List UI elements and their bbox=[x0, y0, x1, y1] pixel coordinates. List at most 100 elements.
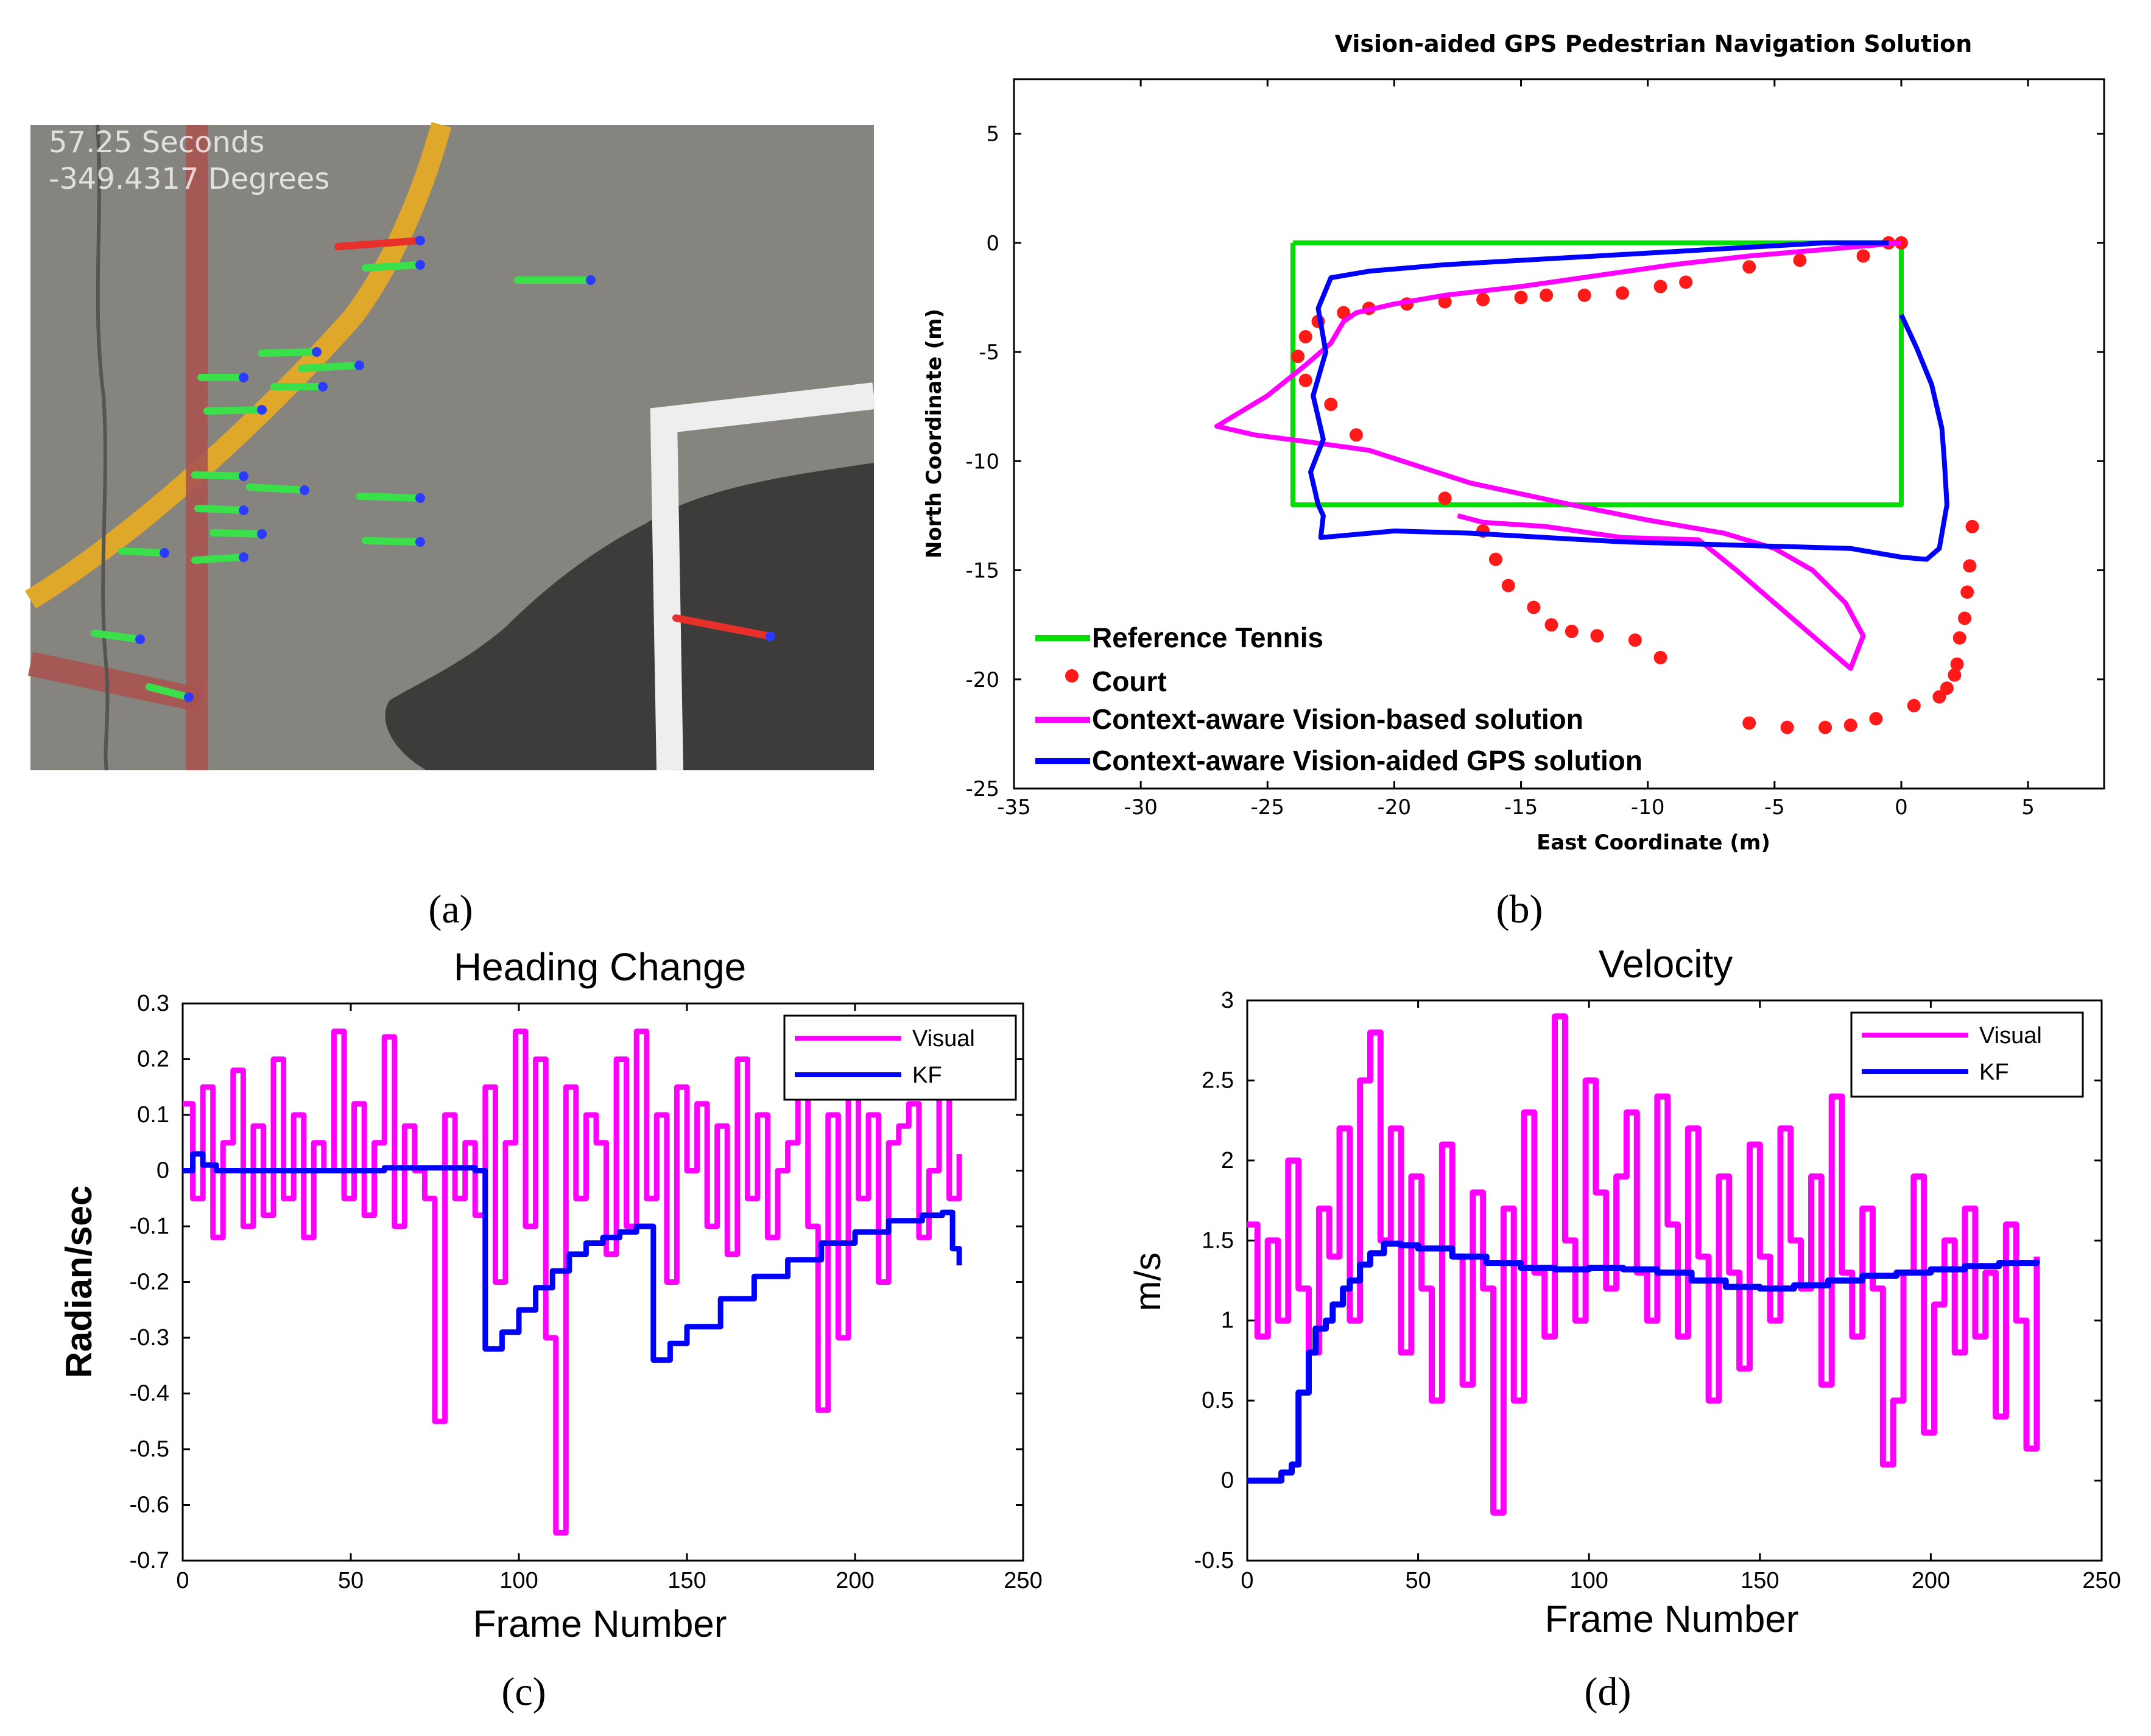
gps-point bbox=[1742, 716, 1756, 730]
x-tick-label: 250 bbox=[2082, 1568, 2121, 1594]
y-tick-label: 0 bbox=[157, 1158, 169, 1184]
feature-point bbox=[354, 360, 364, 370]
x-tick-label: 50 bbox=[338, 1568, 364, 1594]
chart-c-xlabel: Frame Number bbox=[473, 1603, 727, 1645]
x-tick-label: 100 bbox=[499, 1568, 538, 1594]
photo-panel: 57.25 Seconds -349.4317 Degrees bbox=[25, 122, 876, 771]
y-tick-label: 1.5 bbox=[1202, 1228, 1234, 1253]
x-tick-label: 50 bbox=[1405, 1568, 1431, 1594]
gps-point bbox=[1958, 611, 1972, 625]
y-tick-label: -0.2 bbox=[130, 1270, 169, 1295]
chart-b-plot-area bbox=[1013, 78, 2105, 790]
feature-track bbox=[362, 537, 424, 546]
gps-point bbox=[1616, 286, 1630, 300]
feature-point bbox=[135, 634, 145, 644]
x-tick-label: -5 bbox=[1764, 795, 1785, 820]
x-tick-label: -20 bbox=[1378, 795, 1412, 820]
feature-point bbox=[586, 275, 596, 285]
feature-track bbox=[672, 614, 774, 640]
gps-point bbox=[1679, 275, 1693, 289]
gps-point bbox=[1488, 552, 1502, 566]
feature-point bbox=[257, 529, 267, 539]
feature-point bbox=[257, 405, 267, 415]
x-tick-label: -10 bbox=[1631, 795, 1665, 820]
chart-c-legend-kf: KF bbox=[912, 1063, 942, 1088]
feature-track bbox=[258, 348, 320, 357]
chart-b-title: Vision-aided GPS Pedestrian Navigation S… bbox=[1335, 30, 1973, 57]
feature-point bbox=[766, 631, 775, 641]
overlay-time: 57.25 Seconds bbox=[49, 125, 264, 160]
gps-point bbox=[1514, 290, 1528, 304]
feature-track bbox=[246, 483, 308, 494]
gps-point bbox=[1298, 329, 1312, 343]
feature-track bbox=[118, 547, 168, 557]
gps-point bbox=[1349, 428, 1363, 442]
feature-point bbox=[300, 485, 309, 495]
feature-track bbox=[194, 505, 247, 514]
legend-court-label: Reference Tennis bbox=[1092, 622, 1323, 653]
chart-b-series bbox=[1214, 236, 1979, 734]
chart-d-xlabel: Frame Number bbox=[1545, 1598, 1799, 1640]
series-line-visual bbox=[183, 1028, 962, 1536]
heading-change-chart: Heading Change 0 50 100 150 200 2500.30.20.10… bbox=[58, 945, 1043, 1645]
gps-point bbox=[1540, 288, 1554, 302]
series-line-reference-tennis-court bbox=[1290, 240, 1904, 507]
chart-b-ylabel: North Coordinate (m) bbox=[922, 309, 946, 558]
gps-point bbox=[1653, 279, 1667, 293]
y-tick-label: 0.2 bbox=[137, 1047, 169, 1072]
x-tick-label: -15 bbox=[1504, 795, 1538, 820]
white-court-line bbox=[650, 382, 876, 771]
gps-point bbox=[1577, 288, 1591, 302]
legend-gps-label: Court bbox=[1092, 666, 1167, 697]
x-tick-label: 150 bbox=[667, 1568, 706, 1594]
chart-d-series bbox=[1247, 1013, 2040, 1516]
y-tick-label: -15 bbox=[965, 559, 999, 583]
gps-point bbox=[1590, 629, 1604, 643]
feature-track bbox=[191, 553, 247, 564]
gps-point bbox=[1856, 249, 1870, 263]
gps-point bbox=[1291, 350, 1305, 364]
feature-track bbox=[209, 529, 266, 538]
chart-c-ylabel: Radian/sec bbox=[58, 1186, 99, 1379]
gps-point bbox=[1653, 650, 1667, 664]
gps-point bbox=[1628, 633, 1642, 647]
panel-label-d: (d) bbox=[1585, 1670, 1632, 1714]
chart-b-ticks: -35 -30 -25 -20 -15 -10 -5 0 5 5 0 -5 -10 -15 -20 -25 bbox=[965, 79, 2104, 820]
y-tick-label: -0.1 bbox=[130, 1214, 169, 1239]
y-tick-label: 3 bbox=[1221, 988, 1234, 1013]
feature-track bbox=[191, 471, 247, 480]
chart-d-legend-kf: KF bbox=[1979, 1060, 2009, 1085]
y-tick-label: -0.7 bbox=[130, 1548, 169, 1573]
feature-point bbox=[160, 548, 169, 558]
series-line-context-aware-vision-based-solution bbox=[1214, 240, 1902, 671]
feature-point bbox=[184, 692, 194, 702]
y-tick-label: -0.5 bbox=[1194, 1548, 1234, 1573]
y-tick-label: 0 bbox=[986, 231, 999, 256]
y-tick-label: 2.5 bbox=[1202, 1067, 1234, 1093]
panel-label-a: (a) bbox=[428, 887, 473, 932]
gps-point bbox=[1869, 712, 1883, 726]
x-tick-label: 200 bbox=[1912, 1568, 1950, 1594]
feature-point bbox=[239, 471, 248, 481]
feature-point bbox=[415, 493, 425, 503]
chart-d-ylabel: m/s bbox=[1127, 1253, 1168, 1312]
y-tick-label: -0.3 bbox=[130, 1325, 169, 1351]
y-tick-label: -5 bbox=[979, 340, 999, 365]
gps-point bbox=[1932, 690, 1946, 704]
gps-point bbox=[1960, 585, 1974, 599]
chart-c-title: Heading Change bbox=[454, 945, 746, 989]
x-tick-label: 200 bbox=[836, 1568, 874, 1594]
gps-point bbox=[1544, 618, 1558, 632]
x-tick-label: 0 bbox=[176, 1568, 189, 1594]
gps-point bbox=[1952, 631, 1966, 645]
feature-point bbox=[318, 382, 328, 392]
y-tick-label: -0.6 bbox=[130, 1492, 169, 1518]
x-tick-label: -35 bbox=[997, 795, 1031, 820]
feature-track bbox=[362, 261, 424, 272]
y-tick-label: 5 bbox=[986, 122, 999, 147]
gps-point bbox=[1742, 260, 1756, 274]
feature-point bbox=[415, 537, 425, 547]
chart-c-ticks: 0 50 100 150 200 250 0.3 0.2 0.1 0 -0.1 -0.2 -0.3 -0.… bbox=[130, 991, 1043, 1594]
legend-aided-label: Context-aware Vision-aided GPS solution bbox=[1092, 745, 1642, 776]
